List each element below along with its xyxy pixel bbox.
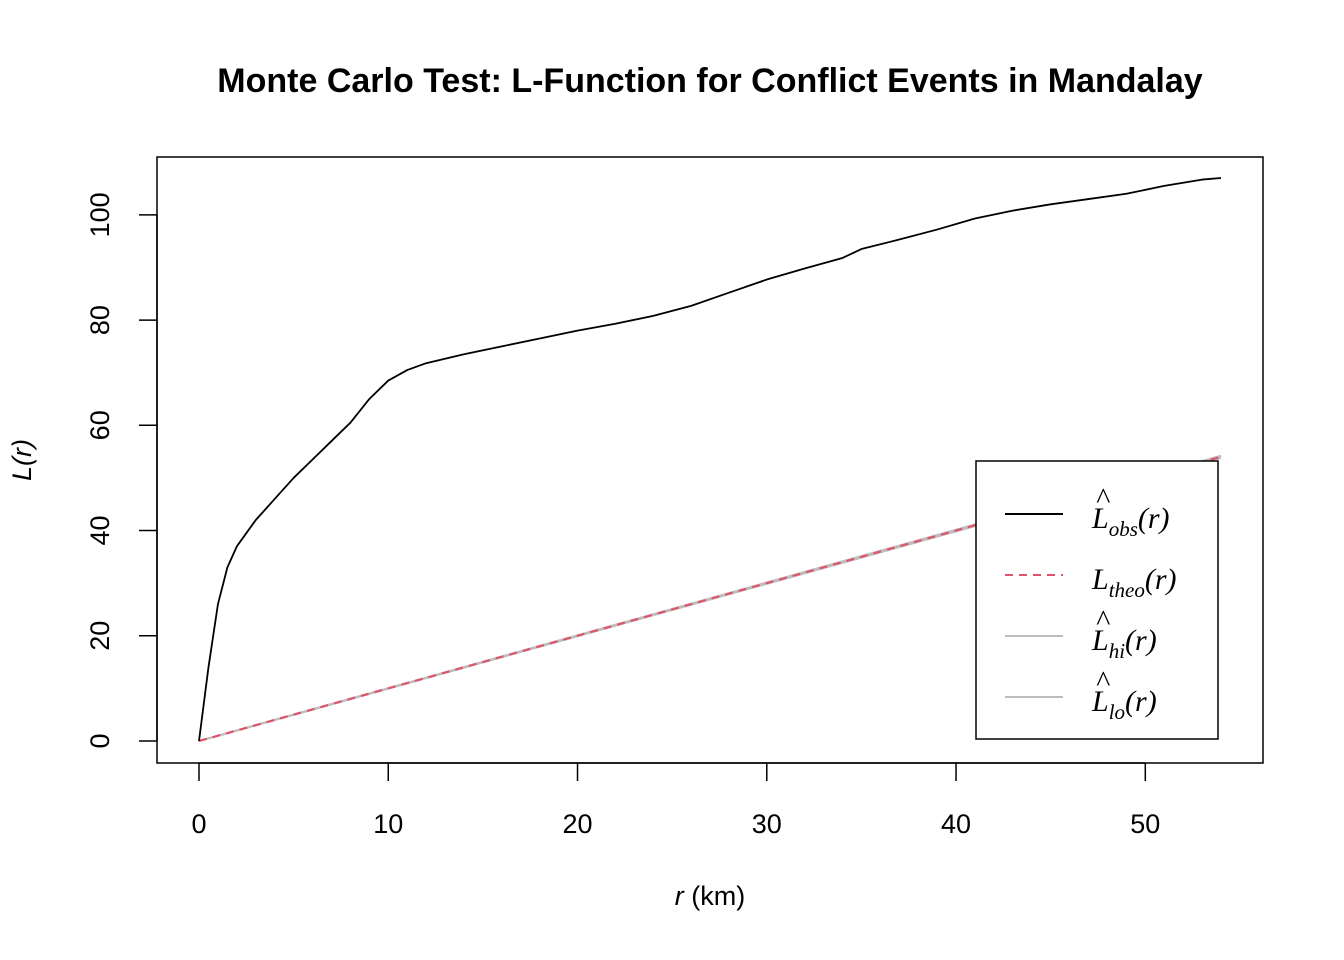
y-tick-label: 80 — [85, 305, 115, 335]
legend-label-obs: Lobs(r) — [1091, 502, 1170, 541]
y-axis-label-main: L — [7, 466, 37, 481]
chart-title: Monte Carlo Test: L-Function for Conflic… — [217, 62, 1202, 100]
y-axis-label: L(r) — [7, 439, 37, 481]
legend-label-sub: lo — [1109, 700, 1125, 724]
legend-label-theo: Ltheo(r) — [1091, 563, 1177, 602]
x-axis-label-unit: (km) — [684, 881, 745, 911]
legend-hat-hi: ^ — [1096, 604, 1111, 637]
legend-box — [975, 460, 1219, 740]
legend-label-arg: (r) — [1138, 502, 1170, 535]
y-axis-label-arg: (r) — [7, 439, 37, 466]
legend-label-sub: hi — [1109, 639, 1126, 663]
legend-label-sub: obs — [1109, 517, 1138, 541]
y-tick-label: 60 — [85, 410, 115, 440]
y-tick-label: 40 — [85, 516, 115, 546]
legend-label-base: L — [1091, 502, 1109, 535]
x-tick-label: 50 — [1130, 809, 1160, 839]
legend-label-arg: (r) — [1145, 563, 1177, 596]
y-axis: 0 20 40 60 80 100 — [85, 192, 158, 749]
y-tick-label: 0 — [85, 733, 115, 748]
legend-label-base: L — [1091, 563, 1109, 596]
legend-label-lo: Llo(r) — [1091, 685, 1157, 724]
x-axis: 0 10 20 30 40 50 — [191, 762, 1160, 839]
legend-hat-lo: ^ — [1096, 665, 1111, 698]
y-tick-label: 20 — [85, 621, 115, 651]
x-tick-label: 20 — [562, 809, 592, 839]
legend-label-arg: (r) — [1125, 685, 1157, 718]
x-axis-label: r (km) — [675, 881, 745, 911]
legend-hat-obs: ^ — [1096, 482, 1111, 515]
legend-label-hi: Lhi(r) — [1091, 624, 1157, 663]
legend-label-base: L — [1091, 685, 1109, 718]
x-tick-label: 30 — [752, 809, 782, 839]
legend-label-base: L — [1091, 624, 1109, 657]
legend: Lobs(r)^Ltheo(r)Lhi(r)^Llo(r)^ — [975, 460, 1219, 740]
x-tick-label: 40 — [941, 809, 971, 839]
legend-label-sub: theo — [1109, 578, 1145, 602]
y-tick-label: 100 — [85, 192, 115, 237]
x-tick-label: 0 — [191, 809, 206, 839]
series-line-obs — [198, 177, 1222, 742]
x-tick-label: 10 — [373, 809, 403, 839]
x-axis-label-var: r — [675, 881, 685, 911]
legend-label-arg: (r) — [1125, 624, 1157, 657]
